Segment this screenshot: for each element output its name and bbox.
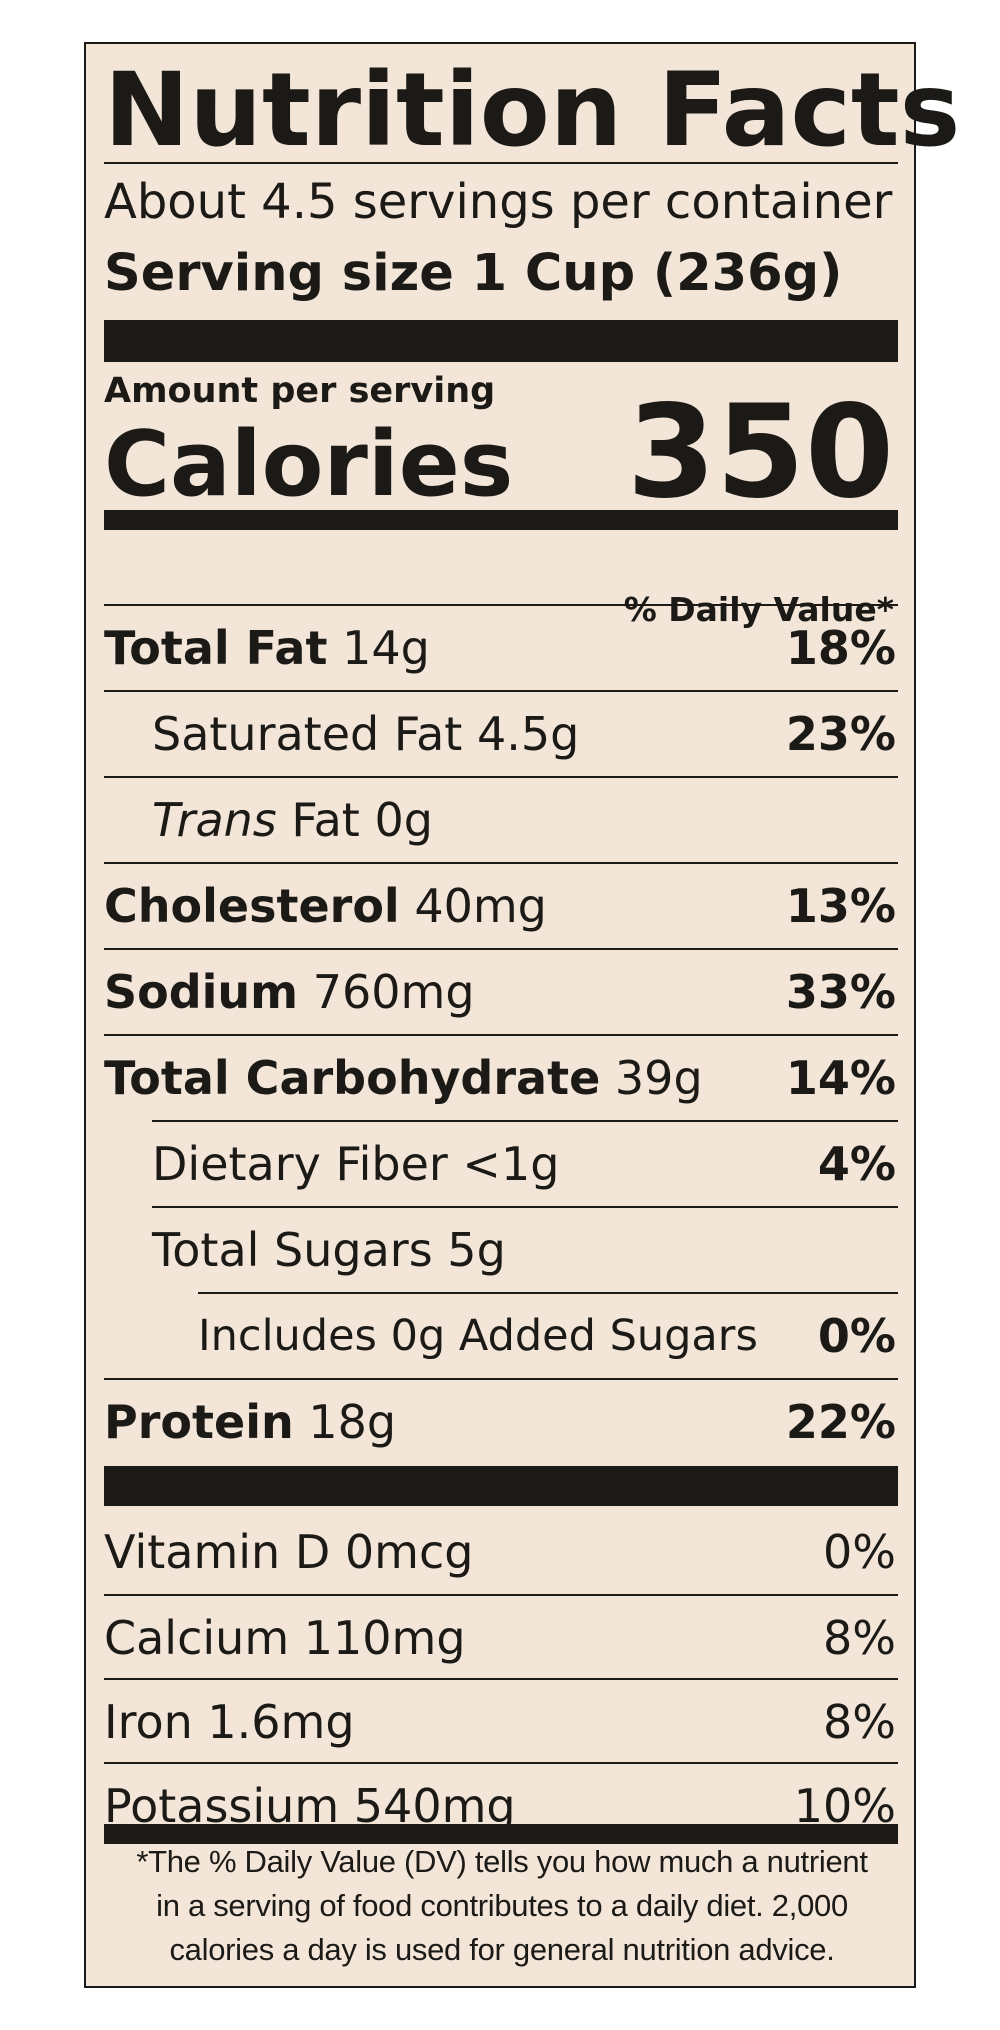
nutrient-name: Fat: [291, 793, 360, 847]
serving-size: Serving size 1 Cup (236g): [104, 244, 843, 303]
nutrient-daily-value: 22%: [785, 1395, 896, 1449]
nutrient-name: Saturated Fat: [152, 707, 463, 761]
divider: [104, 776, 898, 778]
nutrient-amount: 5g: [447, 1223, 506, 1277]
nutrition-facts-panel: Nutrition Facts About 4.5 servings per c…: [84, 42, 960, 1988]
daily-value-header: % Daily Value*: [623, 590, 894, 629]
thick-divider: [104, 320, 898, 362]
daily-value-footnote: *The % Daily Value (DV) tells you how mu…: [96, 1840, 908, 1972]
nutrient-name: Cholesterol: [104, 879, 400, 933]
nutrient-name-italic: Trans: [152, 793, 277, 847]
divider: [104, 948, 898, 950]
vitamin-row-potassium: Potassium 540mg 10%: [104, 1764, 898, 1848]
vitamin-daily-value: 10%: [793, 1779, 896, 1833]
vitamin-name: Iron: [104, 1695, 193, 1749]
vitamin-name: Vitamin D: [104, 1525, 331, 1579]
nutrient-daily-value: 4%: [817, 1137, 896, 1191]
nutrient-row-total-sugars: Total Sugars 5g: [104, 1208, 898, 1292]
nutrition-facts-title: Nutrition Facts: [104, 51, 961, 170]
vitamin-daily-value: 8%: [823, 1695, 896, 1749]
nutrient-row-saturated-fat: Saturated Fat 4.5g 23%: [104, 692, 898, 776]
divider: [152, 1120, 898, 1122]
vitamin-amount: 110mg: [303, 1611, 466, 1665]
vitamin-daily-value: 0%: [823, 1525, 896, 1579]
footnote-line: in a serving of food contributes to a da…: [156, 1888, 848, 1923]
nutrient-amount: 40mg: [414, 879, 547, 933]
calories-label: Calories: [104, 412, 514, 517]
nutrient-daily-value: 13%: [785, 879, 896, 933]
nutrient-amount: 39g: [614, 1051, 703, 1105]
nutrient-name: Dietary Fiber: [152, 1137, 448, 1191]
thick-divider: [104, 1466, 898, 1506]
vitamin-row-iron: Iron 1.6mg 8%: [104, 1680, 898, 1764]
nutrient-row-trans-fat: Trans Fat 0g: [104, 778, 898, 862]
nutrient-row-protein: Protein 18g 22%: [104, 1380, 898, 1464]
vitamin-amount: 0mcg: [344, 1525, 474, 1579]
nutrient-row-added-sugars: Includes 0g Added Sugars 0%: [104, 1294, 898, 1378]
divider: [104, 1034, 898, 1036]
vitamin-amount: 1.6mg: [207, 1695, 355, 1749]
divider: [198, 1292, 898, 1294]
nutrient-amount: 4.5g: [476, 707, 580, 761]
divider: [104, 862, 898, 864]
nutrient-daily-value: 18%: [785, 621, 896, 675]
divider: [104, 1762, 898, 1764]
calories-value: 350: [626, 378, 894, 527]
nutrient-amount: 14g: [342, 621, 430, 675]
footnote-line: *The % Daily Value (DV) tells you how mu…: [136, 1844, 868, 1879]
divider: [104, 690, 898, 692]
nutrient-row-total-carbohydrate: Total Carbohydrate 39g 14%: [104, 1036, 898, 1120]
nutrient-row-dietary-fiber: Dietary Fiber <1g 4%: [104, 1122, 898, 1206]
nutrient-row-sodium: Sodium 760mg 33%: [104, 950, 898, 1034]
footnote-line: calories a day is used for general nutri…: [169, 1932, 835, 1967]
nutrient-name: Includes 0g Added Sugars: [198, 1310, 758, 1361]
nutrient-name: Sodium: [104, 965, 299, 1019]
vitamin-amount: 540mg: [353, 1779, 516, 1833]
divider: [104, 162, 898, 164]
nutrient-daily-value: 14%: [785, 1051, 896, 1105]
nutrient-name: Total Fat: [104, 621, 328, 675]
medium-divider: [104, 510, 898, 530]
nutrient-name: Total Sugars: [152, 1223, 433, 1277]
nutrient-amount: 18g: [308, 1395, 397, 1449]
nutrient-daily-value: 33%: [785, 965, 896, 1019]
servings-per-container: About 4.5 servings per container: [104, 174, 893, 230]
vitamin-row-vitamin-d: Vitamin D 0mcg 0%: [104, 1510, 898, 1594]
medium-divider: [104, 1824, 898, 1844]
divider: [104, 1378, 898, 1380]
divider: [104, 1678, 898, 1680]
nutrient-name: Total Carbohydrate: [104, 1051, 601, 1105]
divider: [152, 1206, 898, 1208]
divider: [104, 604, 898, 606]
amount-per-serving-label: Amount per serving: [104, 371, 496, 411]
vitamin-daily-value: 8%: [823, 1611, 896, 1665]
nutrient-amount: <1g: [462, 1137, 560, 1191]
vitamin-name: Potassium: [104, 1779, 340, 1833]
nutrient-amount: 0g: [374, 793, 433, 847]
nutrient-name: Protein: [104, 1395, 294, 1449]
nutrient-daily-value: 23%: [785, 707, 896, 761]
nutrient-amount: 760mg: [312, 965, 475, 1019]
nutrient-row-cholesterol: Cholesterol 40mg 13%: [104, 864, 898, 948]
divider: [104, 1594, 898, 1596]
vitamin-row-calcium: Calcium 110mg 8%: [104, 1596, 898, 1680]
nutrient-daily-value: 0%: [817, 1309, 896, 1363]
vitamin-name: Calcium: [104, 1611, 290, 1665]
nutrient-row-total-fat: Total Fat 14g 18%: [104, 606, 898, 690]
